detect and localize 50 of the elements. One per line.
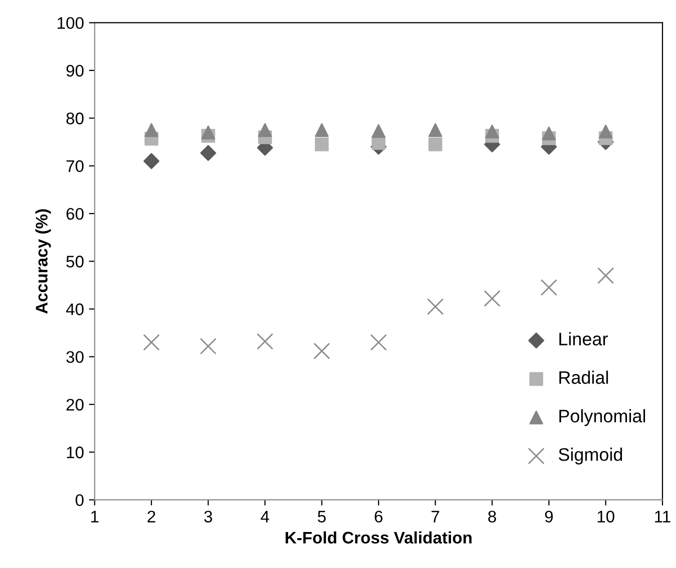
point [542, 126, 556, 140]
x-tick-label: 11 [655, 510, 670, 522]
x-tick-label: 6 [374, 510, 382, 522]
point [314, 123, 329, 137]
point [597, 267, 614, 284]
point [144, 123, 158, 137]
y-tick-label: 20 [66, 398, 84, 411]
x-tick-label: 2 [148, 510, 156, 522]
legend-label: Polynomial [559, 409, 646, 426]
point [484, 290, 500, 307]
legend-label: Linear [559, 332, 608, 346]
legend-label: Radial [559, 370, 608, 384]
y-tick-label: 90 [66, 64, 84, 77]
x-tick-label: 8 [488, 510, 496, 522]
legend-label: Sigmoid [558, 448, 622, 465]
point [428, 137, 442, 152]
x-tick-label: 3 [204, 510, 212, 522]
point [143, 334, 160, 351]
x-axis-title: K-Fold Cross Validation [286, 531, 472, 544]
y-axis-title: Accuracy (%) [35, 209, 51, 314]
point [428, 123, 442, 137]
point [256, 333, 274, 350]
point [313, 342, 330, 360]
point [540, 279, 558, 296]
x-tick-label: 1 [91, 510, 98, 522]
y-tick-label: 100 [58, 17, 84, 29]
x-tick-label: 7 [432, 510, 440, 522]
y-tick-label: 10 [66, 446, 84, 458]
point [427, 298, 444, 315]
x-tick-label: 5 [318, 510, 326, 522]
y-tick-label: 80 [66, 112, 84, 124]
point [200, 144, 216, 161]
y-tick-label: 50 [66, 256, 84, 268]
point [485, 124, 500, 138]
y-tick-label: 30 [66, 351, 84, 363]
y-tick-label: 70 [66, 160, 84, 172]
x-tick-label: 9 [545, 510, 553, 522]
y-tick-label: 40 [66, 303, 84, 316]
point [201, 126, 216, 140]
point [598, 124, 613, 138]
point [370, 334, 387, 351]
point [372, 124, 386, 138]
point [200, 338, 217, 355]
x-tick-label: 10 [598, 510, 614, 522]
x-tick-label: 4 [260, 510, 270, 522]
y-tick-label: 60 [66, 208, 84, 220]
point [314, 137, 329, 152]
point [143, 153, 160, 170]
y-tick-label: 0 [76, 494, 84, 506]
point [258, 123, 272, 137]
